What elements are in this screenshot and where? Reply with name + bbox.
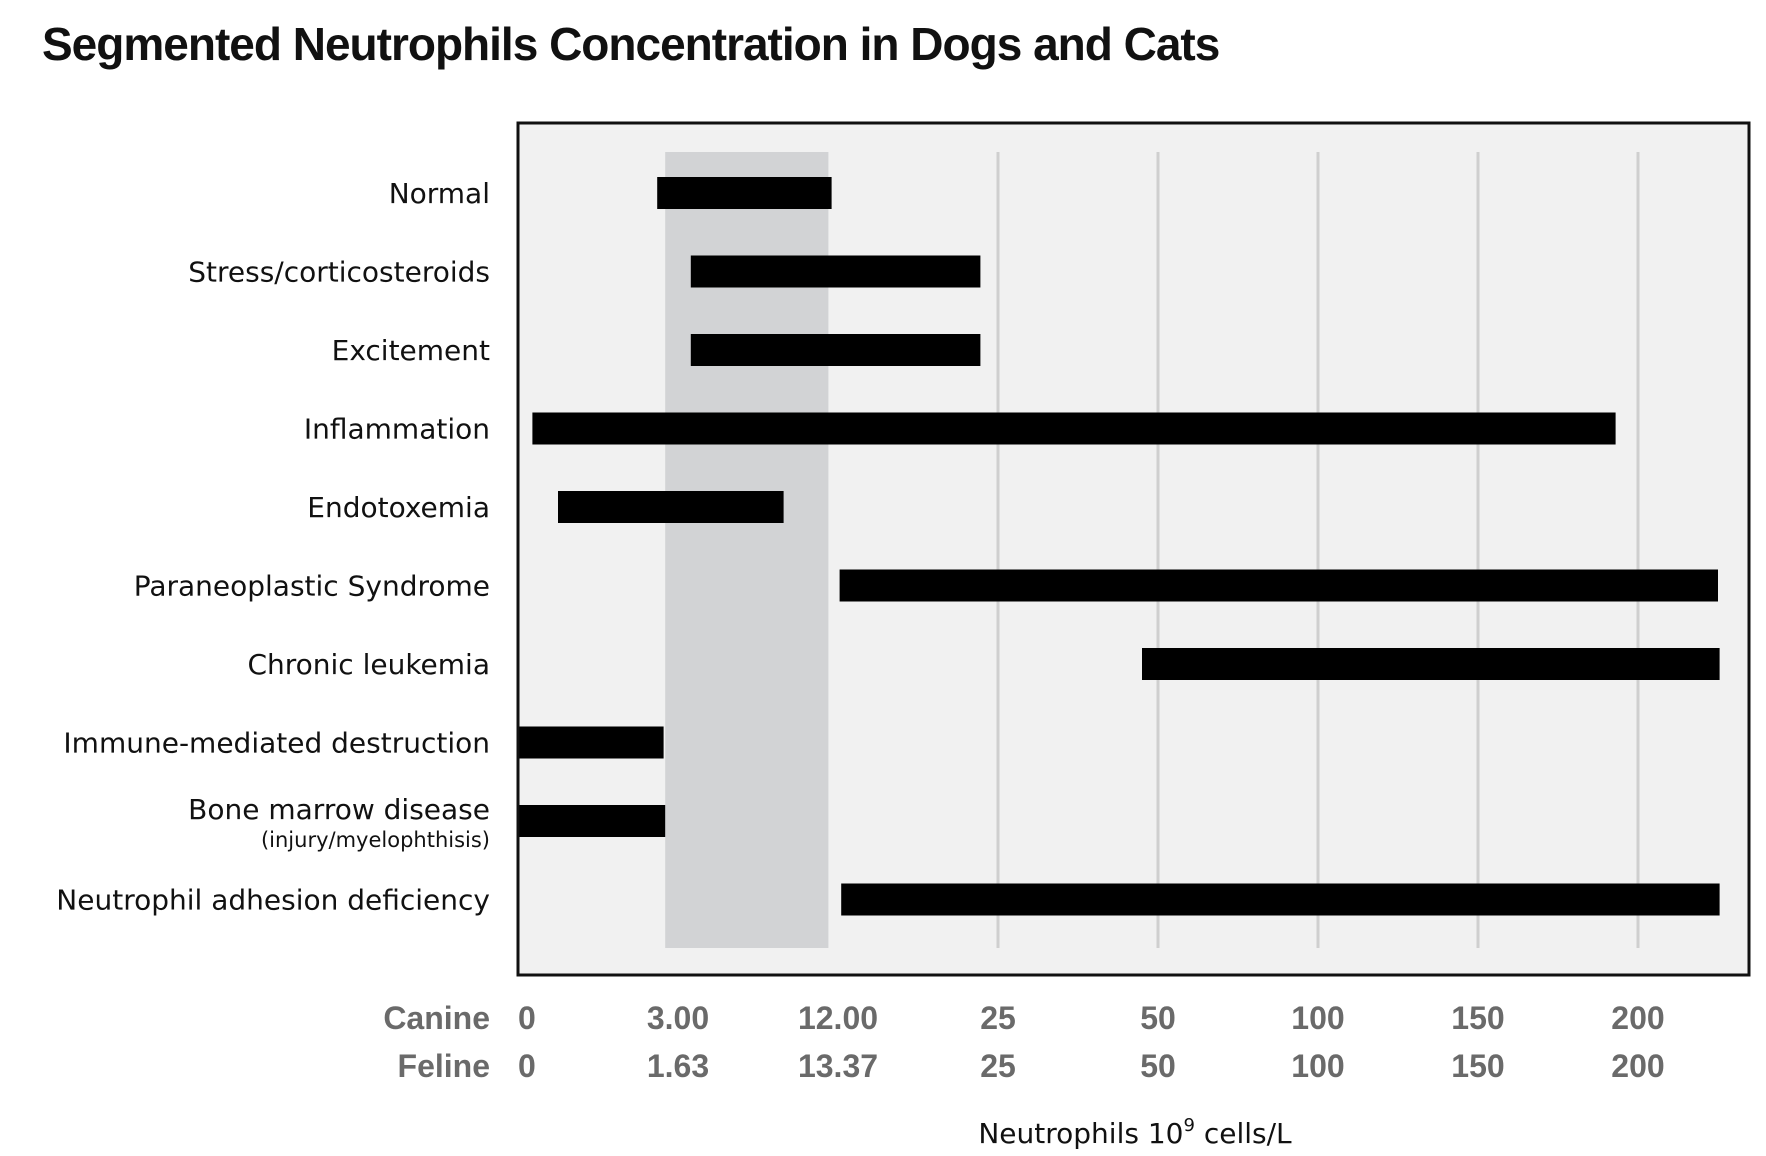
chart-title: Segmented Neutrophils Concentration in D… — [42, 18, 1219, 70]
tick-label: 3.00 — [647, 1000, 709, 1036]
category-label: Excitement — [332, 334, 490, 367]
category-label: Chronic leukemia — [247, 648, 490, 681]
x-axis-label: Neutrophils 109 cells/L — [978, 1115, 1292, 1150]
tick-label: 200 — [1611, 1000, 1664, 1036]
category-label: Bone marrow disease — [188, 793, 490, 826]
tick-label: 50 — [1140, 1048, 1176, 1084]
tick-label: 50 — [1140, 1000, 1176, 1036]
range-bar — [657, 177, 832, 209]
tick-label: 12.00 — [798, 1000, 878, 1036]
tick-label: 13.37 — [798, 1048, 878, 1084]
x-axis-label-suffix: cells/L — [1195, 1117, 1292, 1150]
tick-label: 200 — [1611, 1048, 1664, 1084]
category-label: Neutrophil adhesion deficiency — [56, 884, 490, 917]
range-bars — [518, 177, 1720, 916]
range-bar — [518, 726, 664, 759]
axis-row-label: Canine — [383, 1000, 490, 1036]
range-bar — [841, 883, 1720, 916]
category-label: Inflammation — [304, 413, 490, 446]
tick-label: 100 — [1291, 1000, 1344, 1036]
tick-label: 0 — [518, 1048, 536, 1084]
tick-label: 150 — [1451, 1000, 1504, 1036]
category-sublabel: (injury/myelophthisis) — [261, 828, 490, 852]
tick-label: 25 — [980, 1000, 1016, 1036]
plot-frame — [516, 121, 1751, 977]
grid-lines — [996, 152, 1640, 948]
category-labels: Normal Stress/corticosteroids Excitement In… — [56, 177, 490, 917]
tick-labels: Canine 0 3.00 12.00 25 50 100 150 200 Feline 0 1.63… — [383, 1000, 1664, 1084]
tick-label: 150 — [1451, 1048, 1504, 1084]
range-bar — [518, 805, 666, 837]
tick-label: 1.63 — [647, 1048, 709, 1084]
category-label: Normal — [389, 177, 490, 210]
range-bar — [839, 569, 1718, 602]
x-axis-label-superscript: 9 — [1183, 1115, 1194, 1136]
tick-label: 25 — [980, 1048, 1016, 1084]
category-label: Endotoxemia — [307, 491, 490, 524]
category-label: Stress/corticosteroids — [188, 256, 490, 289]
range-bar — [1142, 648, 1720, 680]
range-bar — [558, 491, 784, 523]
tick-label: 0 — [518, 1000, 536, 1036]
range-bar — [532, 412, 1616, 445]
tick-label: 100 — [1291, 1048, 1344, 1084]
axis-row-label: Feline — [398, 1048, 490, 1084]
category-label: Paraneoplastic Syndrome — [134, 570, 490, 603]
range-bar — [690, 334, 981, 366]
range-bar — [690, 255, 981, 288]
x-axis-label-prefix: Neutrophils 10 — [978, 1117, 1183, 1150]
category-label: Immune-mediated destruction — [63, 727, 490, 760]
